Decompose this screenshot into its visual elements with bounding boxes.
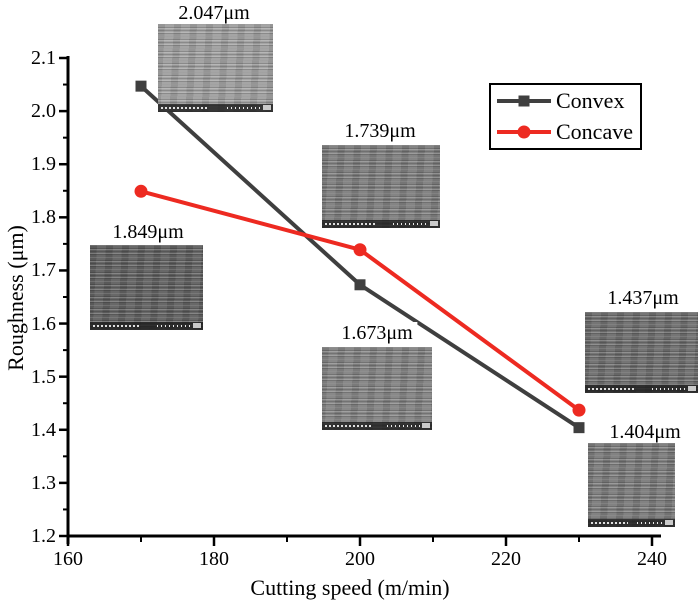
data-point-concave (134, 184, 148, 198)
micrograph-info-bar (322, 422, 432, 430)
micrograph-info-chip (430, 221, 438, 226)
data-point-convex (354, 279, 366, 291)
micrograph-info-text (588, 388, 636, 390)
micrograph-info-scale (157, 325, 191, 327)
micrograph-info-chip (665, 520, 673, 525)
legend-square-marker-icon (518, 95, 530, 107)
x-axis-title: Cutting speed (m/min) (250, 575, 450, 600)
sem-micrograph-2-047-- (158, 24, 273, 112)
y-axis-title: Roughness (μm) (3, 225, 28, 371)
sem-micrograph-1-739-- (322, 145, 440, 228)
micrograph-info-bar (322, 220, 440, 228)
y-tick-label: 2.1 (31, 47, 56, 69)
sem-micrograph-1-849-- (90, 245, 203, 330)
x-tick-label: 160 (53, 548, 83, 570)
micrograph-info-chip (688, 386, 696, 391)
y-tick-label: 1.9 (31, 153, 56, 176)
legend-label-concave: Concave (556, 119, 633, 144)
micrograph-info-text (161, 107, 210, 109)
micrograph-info-text (325, 223, 375, 225)
inset-roughness-label: 1.404μm (604, 421, 686, 443)
micrograph-info-text (325, 425, 372, 427)
micrograph-info-scale (392, 223, 428, 225)
sem-micrograph-1-673-- (322, 347, 432, 430)
micrograph-info-text (591, 522, 628, 524)
legend-label-convex: Convex (556, 88, 625, 113)
x-tick-label: 180 (199, 548, 229, 570)
legend-circle-marker-icon (517, 125, 531, 139)
micrograph-info-chip (422, 423, 430, 428)
x-tick-label: 240 (637, 548, 667, 570)
y-tick-label: 1.8 (31, 206, 56, 229)
micrograph-info-bar (585, 385, 698, 393)
micrograph-info-scale (226, 107, 261, 109)
y-tick-label: 2.0 (31, 100, 56, 123)
inset-roughness-label: 1.437μm (602, 287, 684, 309)
data-point-convex (573, 422, 585, 434)
data-point-concave (353, 243, 367, 257)
sem-micrograph-1-404-- (588, 443, 675, 527)
legend-item-concave: Concave (497, 117, 634, 147)
micrograph-info-bar (158, 104, 273, 112)
legend-line-convex (497, 95, 551, 107)
data-point-concave (572, 403, 586, 417)
legend-item-convex: Convex (497, 86, 634, 116)
micrograph-info-chip (193, 323, 201, 328)
micrograph-info-scale (636, 522, 663, 524)
micrograph-info-scale (387, 425, 420, 427)
x-tick-label: 220 (491, 548, 521, 570)
y-tick-label: 1.3 (31, 471, 56, 494)
inset-roughness-label: 2.047μm (173, 2, 255, 24)
micrograph-info-bar (90, 322, 203, 330)
micrograph-info-bar (588, 519, 675, 527)
y-tick-label: 1.5 (31, 365, 56, 388)
micrograph-info-scale (652, 388, 686, 390)
y-tick-label: 1.7 (31, 259, 56, 282)
sem-micrograph-1-437-- (585, 312, 698, 393)
legend: Convex Concave (489, 83, 642, 150)
y-tick-label: 1.4 (31, 418, 56, 441)
micrograph-info-chip (263, 105, 271, 110)
inset-roughness-label: 1.849μm (107, 221, 189, 243)
micrograph-info-text (93, 325, 141, 327)
inset-roughness-label: 1.739μm (339, 120, 421, 142)
legend-line-concave (497, 125, 551, 139)
inset-roughness-label: 1.673μm (336, 322, 418, 344)
data-point-convex (135, 80, 147, 92)
y-tick-label: 1.2 (31, 525, 56, 547)
x-tick-label: 200 (345, 548, 375, 570)
y-tick-label: 1.6 (31, 312, 56, 335)
